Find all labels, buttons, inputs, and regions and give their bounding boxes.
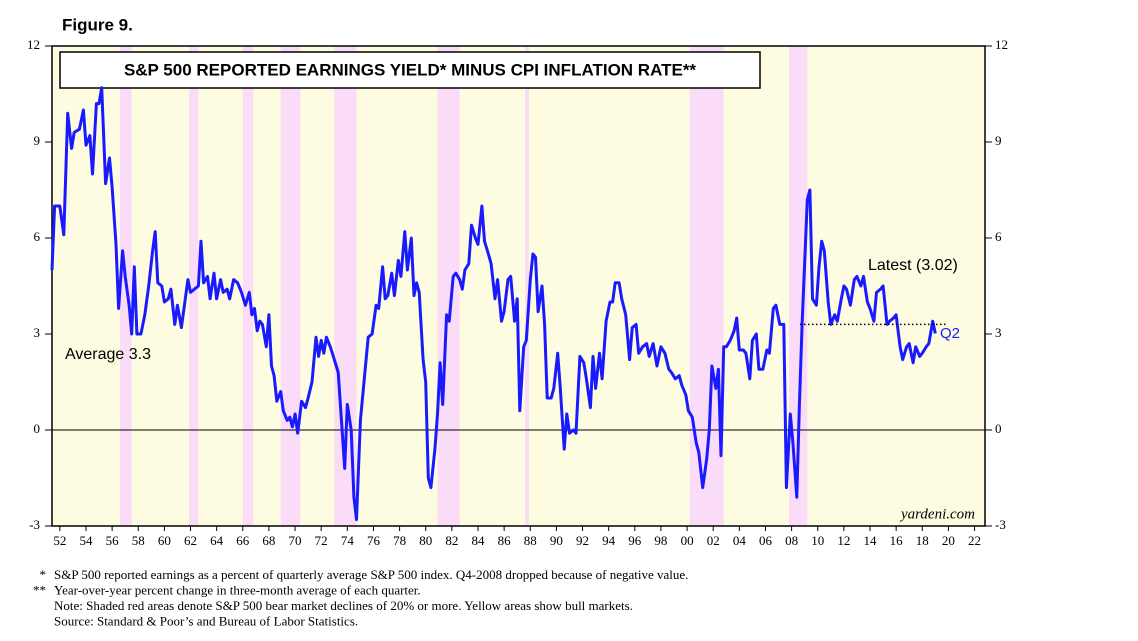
x-tick-label: 72 <box>315 533 328 548</box>
y-tick-label: 3 <box>34 325 41 340</box>
x-tick-label: 56 <box>106 533 120 548</box>
x-tick-label: 98 <box>654 533 667 548</box>
x-tick-label: 18 <box>916 533 929 548</box>
quarter-label: Q2 <box>940 325 960 342</box>
x-tick-label: 12 <box>837 533 850 548</box>
footnote: Source: Standard & Poor’s and Bureau of … <box>54 613 358 628</box>
x-tick-label: 76 <box>367 533 381 548</box>
x-tick-label: 14 <box>864 533 878 548</box>
bear-band <box>242 46 254 526</box>
x-tick-label: 78 <box>393 533 406 548</box>
x-tick-label: 54 <box>79 533 93 548</box>
x-tick-label: 86 <box>498 533 512 548</box>
chart-title: S&P 500 REPORTED EARNINGS YIELD* MINUS C… <box>124 60 696 79</box>
footnote: Note: Shaded red areas denote S&P 500 be… <box>54 598 633 613</box>
source-mark: yardeni.com <box>899 506 975 522</box>
footnote: S&P 500 reported earnings as a percent o… <box>54 567 688 582</box>
x-tick-label: 88 <box>524 533 537 548</box>
x-tick-label: 80 <box>419 533 432 548</box>
x-tick-label: 90 <box>550 533 563 548</box>
y-tick-label: 9 <box>34 133 41 148</box>
y2-tick-label: 9 <box>995 133 1002 148</box>
y-tick-label: -3 <box>29 517 40 532</box>
y2-tick-label: 6 <box>995 229 1002 244</box>
title-box <box>59 51 761 89</box>
x-tick-label: 10 <box>811 533 824 548</box>
x-tick-label: 96 <box>628 533 642 548</box>
footnote: Year-over-year percent change in three-m… <box>54 582 421 597</box>
x-tick-label: 74 <box>341 533 355 548</box>
y-tick-label: 6 <box>34 229 41 244</box>
x-tick-label: 04 <box>733 533 747 548</box>
x-tick-label: 16 <box>890 533 904 548</box>
y2-tick-label: -3 <box>995 517 1006 532</box>
data-line <box>50 86 937 522</box>
y2-tick-label: 0 <box>995 421 1002 436</box>
x-tick-label: 64 <box>210 533 224 548</box>
latest-label: Latest (3.02) <box>868 257 958 274</box>
y-tick-label: 0 <box>34 421 41 436</box>
x-tick-label: 60 <box>158 533 171 548</box>
x-tick-label: 06 <box>759 533 773 548</box>
x-tick-label: 92 <box>576 533 589 548</box>
x-tick-label: 22 <box>968 533 981 548</box>
bear-band <box>437 46 460 526</box>
x-tick-label: 66 <box>236 533 250 548</box>
x-tick-label: 62 <box>184 533 197 548</box>
footnote-marker: ** <box>33 582 46 597</box>
x-tick-label: 94 <box>602 533 616 548</box>
bear-band <box>788 46 808 526</box>
y2-tick-label: 3 <box>995 325 1002 340</box>
bear-band <box>189 46 199 526</box>
average-label: Average 3.3 <box>65 346 151 363</box>
plot-frame <box>51 45 986 527</box>
x-tick-label: 20 <box>942 533 955 548</box>
y2-tick-label: 12 <box>995 37 1008 52</box>
footnote-marker: * <box>40 567 47 582</box>
x-tick-label: 84 <box>471 533 485 548</box>
figure-label: Figure 9. <box>62 15 133 34</box>
x-tick-label: 58 <box>132 533 145 548</box>
bear-band <box>280 46 301 526</box>
x-tick-label: 68 <box>262 533 275 548</box>
y-tick-label: 12 <box>27 37 40 52</box>
x-tick-label: 52 <box>53 533 66 548</box>
x-tick-label: 70 <box>289 533 302 548</box>
x-tick-label: 00 <box>681 533 694 548</box>
x-tick-label: 08 <box>785 533 798 548</box>
bear-band <box>525 46 529 526</box>
x-tick-label: 82 <box>445 533 458 548</box>
x-tick-label: 02 <box>707 533 720 548</box>
